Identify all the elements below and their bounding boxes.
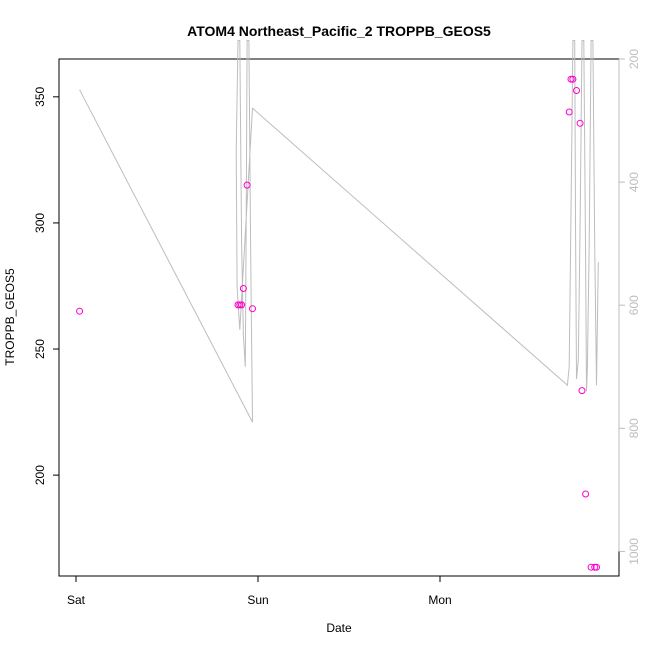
data-point — [573, 87, 580, 94]
data-point — [238, 301, 246, 309]
y2-tick-label: 200 — [627, 49, 641, 69]
plot-frame — [58, 58, 620, 577]
data-point — [576, 119, 584, 127]
right-y-axis: 200 400 600 800 1000 — [618, 49, 641, 565]
y-tick-label: 200 — [33, 465, 47, 485]
x-axis-label: Date — [326, 621, 352, 635]
data-point — [578, 387, 586, 395]
y2-tick-label: 800 — [627, 418, 641, 438]
data-point — [582, 490, 590, 498]
y-tick-label: 250 — [33, 339, 47, 359]
data-point — [239, 285, 247, 292]
data-point — [249, 305, 256, 313]
y-axis-label: TROPPB_GEOS5 — [3, 268, 17, 366]
x-tick-label: Mon — [428, 593, 451, 607]
x-tick-label: Sat — [67, 593, 86, 607]
data-point — [593, 563, 600, 571]
points-layer — [76, 75, 600, 571]
data-point — [587, 563, 595, 571]
y2-tick-label: 400 — [627, 172, 641, 192]
x-axis: Sat Sun Mon — [67, 575, 452, 607]
y2-tick-label: 1000 — [627, 538, 641, 565]
data-point — [565, 108, 573, 116]
y-tick-label: 350 — [33, 86, 47, 106]
y-tick-label: 300 — [33, 213, 47, 233]
data-point — [569, 75, 577, 83]
y-axis: 200 250 300 350 — [33, 86, 60, 485]
x-tick-label: Sun — [247, 593, 268, 607]
data-point — [567, 75, 575, 83]
y2-tick-label: 600 — [627, 295, 641, 315]
grey-series-line — [79, 40, 599, 423]
data-point — [243, 181, 251, 189]
grey-line-layer — [79, 40, 599, 423]
chart-title: ATOM4 Northeast_Pacific_2 TROPPB_GEOS5 — [187, 23, 491, 39]
data-point — [76, 307, 84, 315]
